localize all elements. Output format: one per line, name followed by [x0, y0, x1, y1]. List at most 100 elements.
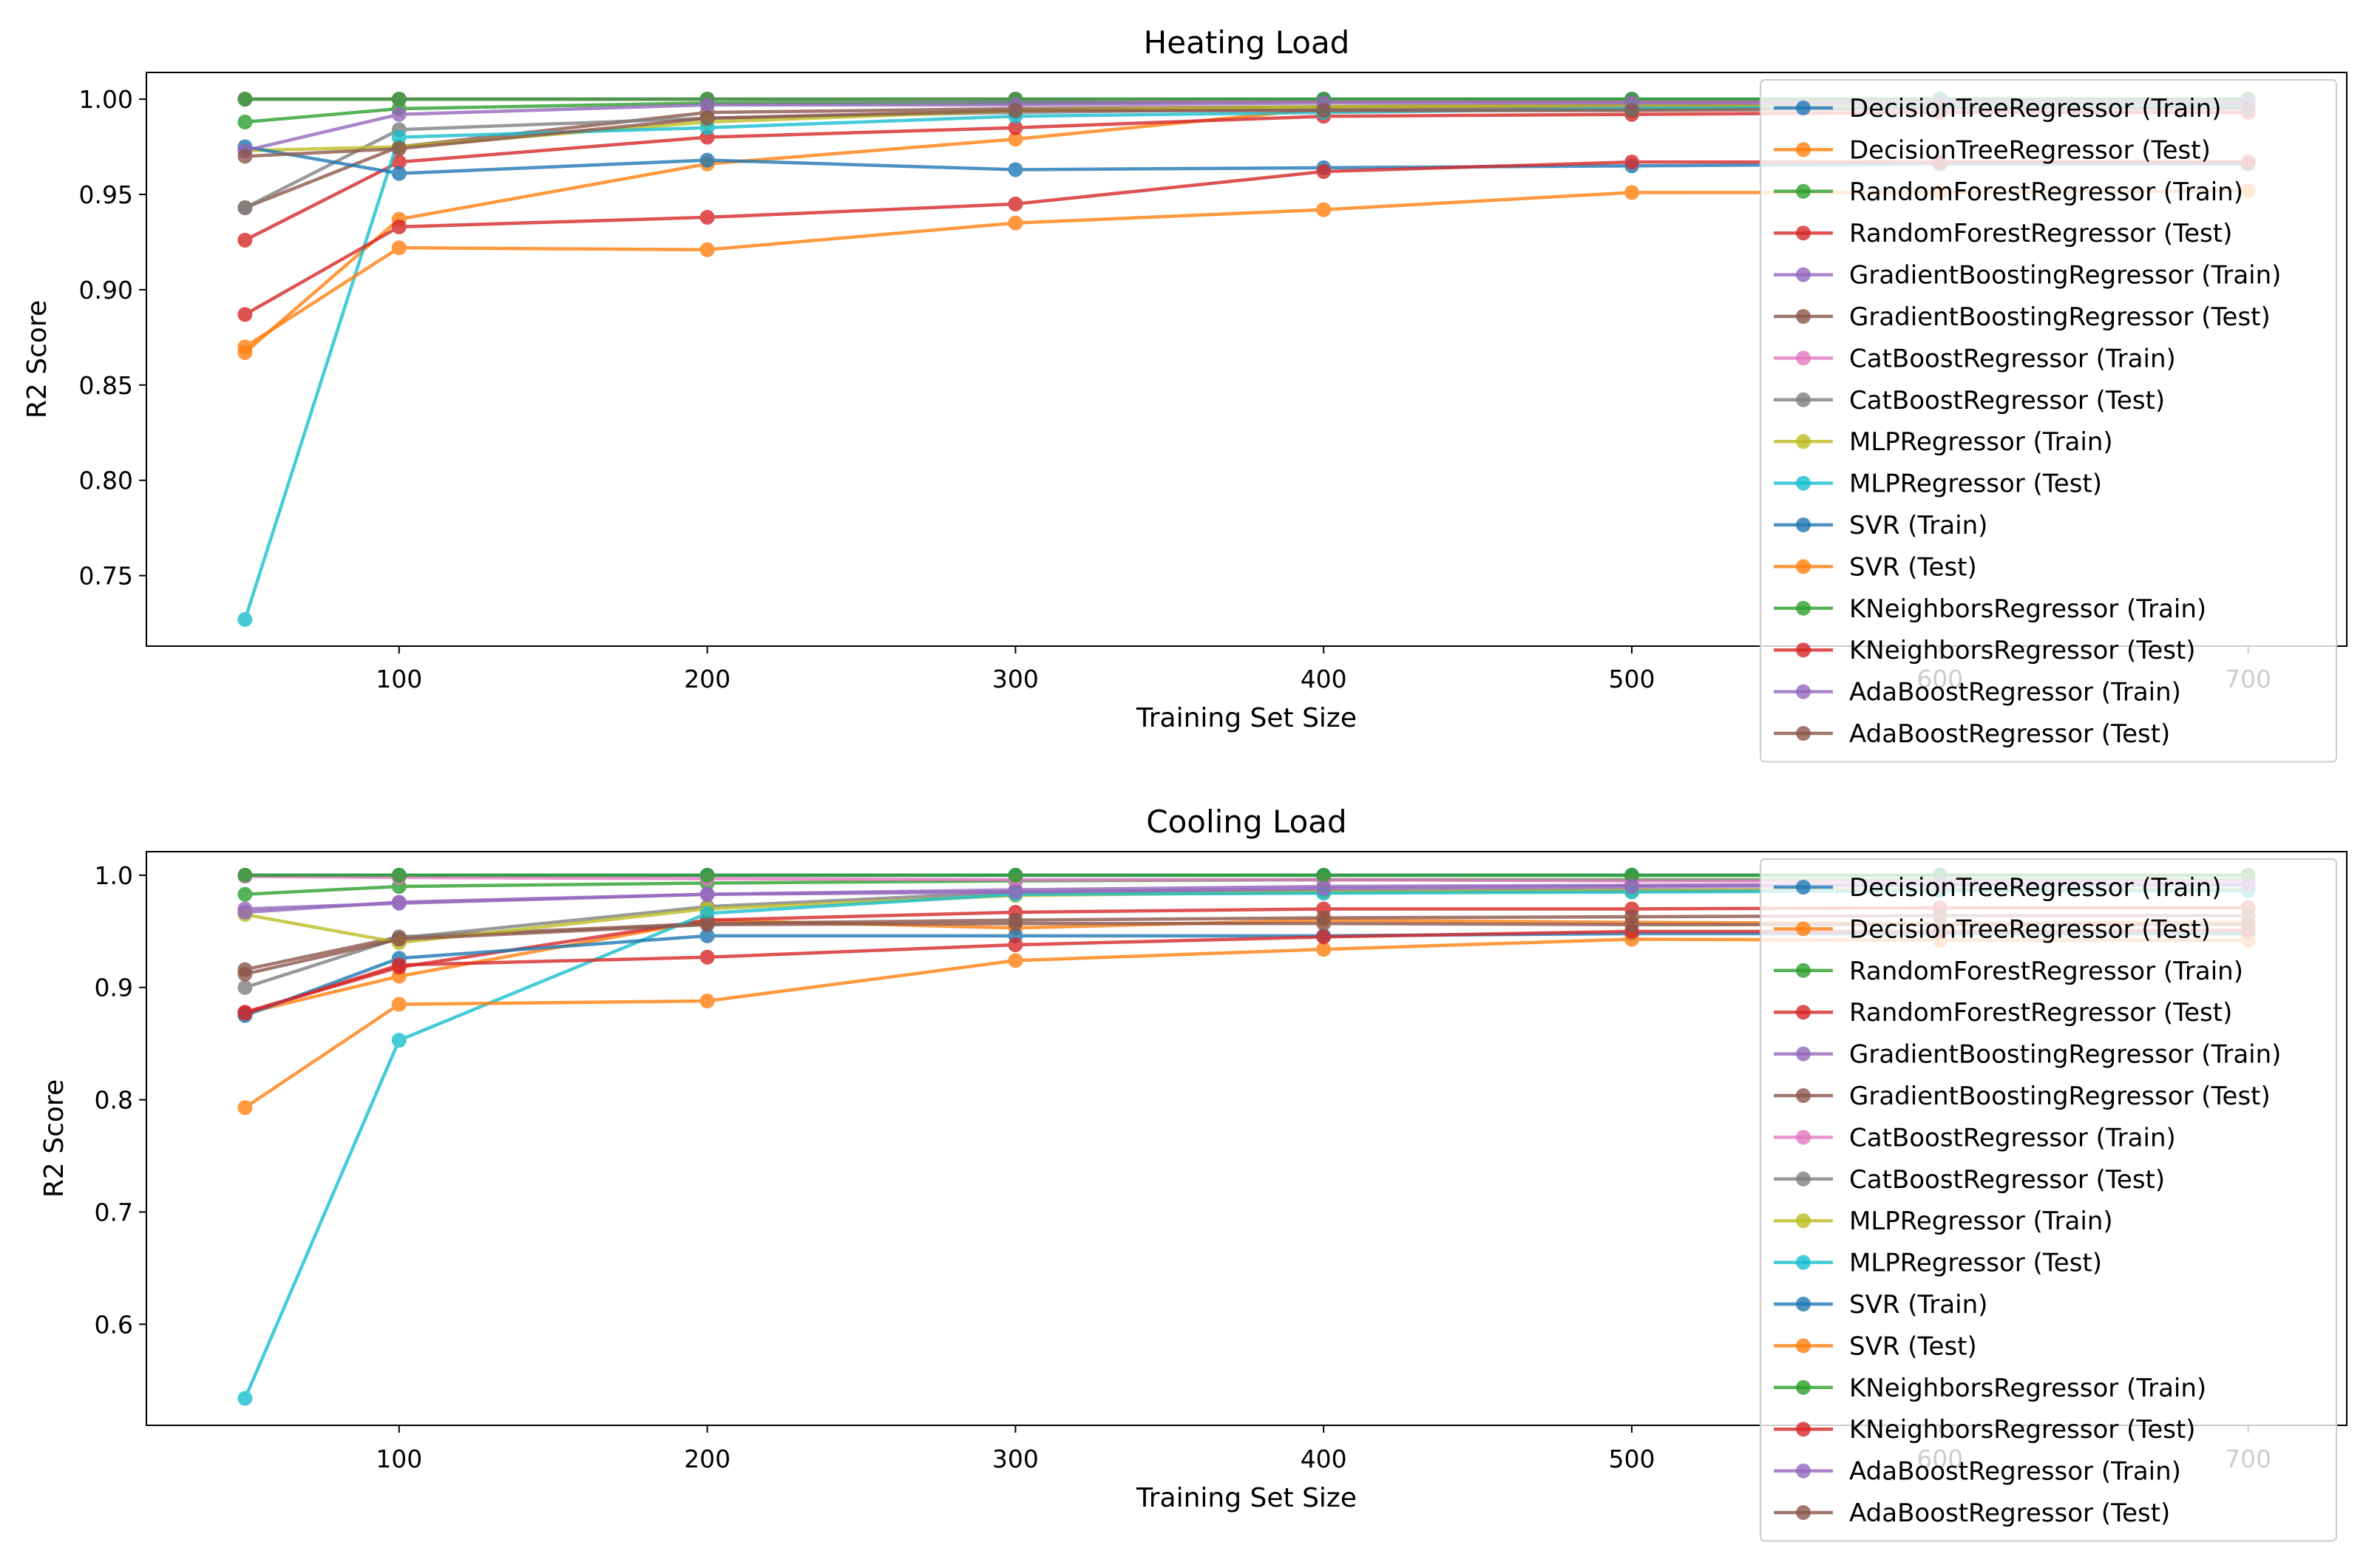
legend-swatch-marker: [1796, 684, 1811, 699]
data-point: [237, 1100, 253, 1116]
legend-label: CatBoostRegressor (Train): [1849, 1123, 2176, 1153]
legend-item: SVR (Train): [1774, 1290, 1987, 1320]
legend-swatch-marker: [1796, 1005, 1811, 1020]
data-point: [391, 1033, 407, 1048]
data-point: [699, 110, 715, 126]
y-tick-label: 0.9: [95, 974, 133, 1002]
data-point: [391, 957, 407, 973]
data-point: [1008, 953, 1023, 968]
legend-item: MLPRegressor (Test): [1774, 469, 2102, 499]
legend: DecisionTreeRegressor (Train) DecisionTre…: [1760, 79, 2337, 763]
data-point: [391, 240, 407, 256]
y-tick-label: 1.0: [95, 861, 133, 890]
legend-item: GradientBoostingRegressor (Train): [1774, 261, 2281, 291]
legend: DecisionTreeRegressor (Train) DecisionTre…: [1760, 858, 2337, 1542]
y-tick-label: 0.85: [79, 371, 133, 400]
legend-item: GradientBoostingRegressor (Test): [1774, 302, 2271, 332]
legend-swatch-marker: [1796, 1422, 1811, 1437]
legend-item: RandomForestRegressor (Test): [1774, 219, 2232, 248]
legend-item: KNeighborsRegressor (Train): [1774, 1374, 2206, 1403]
data-point: [1316, 942, 1332, 957]
legend-label: KNeighborsRegressor (Test): [1849, 1415, 2196, 1445]
legend-swatch-marker: [1796, 142, 1811, 157]
x-tick-label: 100: [376, 1445, 422, 1473]
data-point: [237, 1391, 253, 1406]
data-point: [1008, 162, 1023, 177]
data-point: [699, 242, 715, 257]
data-point: [699, 928, 715, 943]
legend-label: CatBoostRegressor (Test): [1849, 386, 2165, 415]
legend-swatch-marker: [1796, 1505, 1811, 1520]
legend-item: AdaBoostRegressor (Train): [1774, 1457, 2181, 1487]
legend-swatch-marker: [1796, 1255, 1811, 1270]
legend-swatch-marker: [1796, 921, 1811, 937]
legend-item: AdaBoostRegressor (Test): [1774, 1499, 2170, 1528]
legend-label: KNeighborsRegressor (Train): [1849, 594, 2206, 624]
legend-swatch-marker: [1796, 475, 1811, 491]
legend-item: DecisionTreeRegressor (Test): [1774, 914, 2211, 944]
x-tick-label: 200: [684, 1445, 731, 1473]
legend-swatch-marker: [1796, 267, 1811, 282]
data-point: [1624, 917, 1640, 932]
legend-label: RandomForestRegressor (Test): [1849, 998, 2232, 1028]
legend-label: KNeighborsRegressor (Test): [1849, 636, 2196, 665]
data-point: [1316, 916, 1332, 931]
legend-label: CatBoostRegressor (Train): [1849, 344, 2176, 373]
data-point: [237, 307, 253, 322]
data-point: [391, 895, 407, 910]
legend-item: GradientBoostingRegressor (Test): [1774, 1082, 2271, 1111]
legend-swatch-marker: [1796, 1297, 1811, 1311]
legend-swatch-marker: [1796, 559, 1811, 574]
data-point: [699, 993, 715, 1008]
data-point: [1624, 185, 1640, 200]
legend-swatch-marker: [1796, 392, 1811, 407]
legend-item: SVR (Train): [1774, 511, 1987, 540]
legend-label: GradientBoostingRegressor (Train): [1849, 1040, 2281, 1070]
legend-swatch-marker: [1796, 963, 1811, 978]
x-tick-label: 400: [1301, 665, 1347, 693]
legend-label: MLPRegressor (Train): [1849, 427, 2113, 457]
legend-swatch-marker: [1796, 517, 1811, 532]
data-point: [391, 129, 407, 145]
legend-item: CatBoostRegressor (Train): [1774, 1123, 2176, 1153]
data-point: [237, 200, 253, 216]
legend-item: DecisionTreeRegressor (Train): [1774, 873, 2221, 903]
legend-item: KNeighborsRegressor (Test): [1774, 636, 2196, 665]
data-point: [699, 152, 715, 168]
x-tick-label: 400: [1301, 1445, 1347, 1473]
data-point: [699, 917, 715, 932]
legend-label: DecisionTreeRegressor (Test): [1849, 135, 2211, 165]
data-point: [237, 980, 253, 995]
heating-load-chart: Heating Load1002003004005006007000.750.8…: [22, 24, 2348, 763]
legend-item: RandomForestRegressor (Test): [1774, 998, 2232, 1028]
data-point: [391, 931, 407, 947]
data-point: [237, 966, 253, 982]
x-tick-label: 100: [376, 665, 422, 693]
y-axis-label: R2 Score: [22, 300, 52, 418]
data-point: [699, 906, 715, 921]
data-point: [1316, 929, 1332, 945]
legend-swatch-marker: [1796, 1130, 1811, 1145]
data-point: [1008, 916, 1023, 931]
data-point: [237, 339, 253, 355]
y-tick-label: 0.90: [79, 276, 133, 305]
legend-frame: [1760, 858, 2337, 1542]
data-point: [699, 949, 715, 965]
legend-label: GradientBoostingRegressor (Train): [1849, 261, 2281, 291]
legend-label: CatBoostRegressor (Test): [1849, 1165, 2165, 1195]
legend-swatch-marker: [1796, 1088, 1811, 1103]
legend-swatch-marker: [1796, 600, 1811, 616]
data-point: [699, 886, 715, 902]
legend-item: CatBoostRegressor (Train): [1774, 344, 2176, 373]
legend-label: DecisionTreeRegressor (Train): [1849, 873, 2221, 903]
legend-label: SVR (Train): [1849, 511, 1987, 540]
legend-label: MLPRegressor (Train): [1849, 1206, 2113, 1236]
legend-item: KNeighborsRegressor (Train): [1774, 594, 2206, 624]
legend-swatch-marker: [1796, 225, 1811, 241]
legend-item: MLPRegressor (Train): [1774, 427, 2113, 457]
data-point: [391, 219, 407, 234]
chart-title: Cooling Load: [1146, 804, 1346, 840]
legend-label: KNeighborsRegressor (Train): [1849, 1374, 2206, 1403]
legend-swatch-marker: [1796, 183, 1811, 199]
legend-swatch-marker: [1796, 1379, 1811, 1395]
